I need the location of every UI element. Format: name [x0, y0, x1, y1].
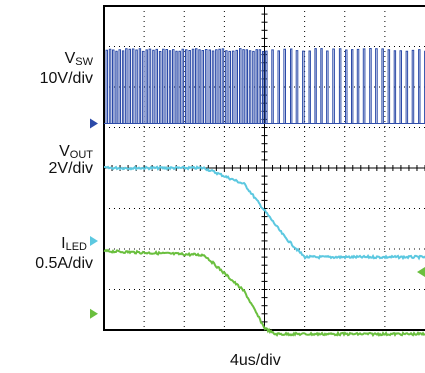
iled-channel-label: ILED: [61, 235, 87, 256]
iled-name-main: I: [61, 235, 66, 252]
vout-trace: [104, 165, 425, 261]
vsw-scale-label: 10V/div: [39, 70, 93, 87]
iled-scale-label: 0.5A/div: [35, 255, 93, 272]
vsw-name-main: V: [64, 50, 76, 67]
oscilloscope-display: [90, 5, 425, 337]
vout-scale-label: 2V/div: [48, 160, 93, 177]
time-scale-label: 4us/div: [230, 352, 281, 369]
channel-markers: [90, 118, 425, 319]
vsw-ground-marker: [90, 118, 98, 129]
waveform-traces: [103, 48, 425, 337]
vsw-trace: [104, 48, 425, 124]
iled-ground-marker: [90, 308, 98, 319]
iled-name-sub: LED: [65, 241, 87, 253]
vout-ground-marker: [90, 236, 98, 246]
iled-trigger-marker: [417, 267, 425, 277]
vout-channel-label: VOUT: [59, 143, 93, 164]
vsw-channel-label: VSW: [65, 50, 93, 71]
vout-name-sub: OUT: [69, 149, 93, 161]
vout-name-main: V: [59, 143, 70, 160]
vsw-name-sub: SW: [75, 56, 93, 68]
iled-trace: [103, 248, 425, 337]
